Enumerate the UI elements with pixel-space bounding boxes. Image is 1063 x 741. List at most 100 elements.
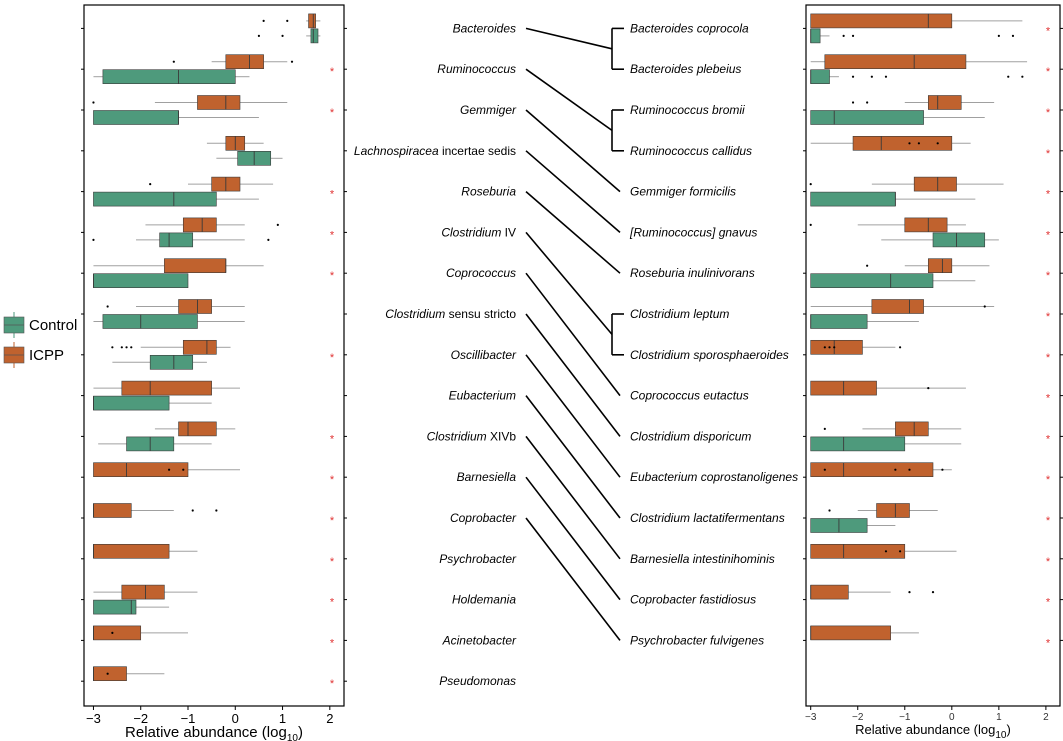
significance-star: * xyxy=(330,556,335,568)
significance-star: * xyxy=(1046,270,1051,282)
box xyxy=(810,191,896,207)
box xyxy=(308,13,316,29)
link-line xyxy=(525,68,613,132)
icpp-box xyxy=(149,176,274,192)
outlier-point xyxy=(92,101,95,104)
x-tick-label: 0 xyxy=(232,711,239,726)
significance-star: * xyxy=(1046,597,1051,609)
icpp-box xyxy=(810,339,902,355)
outlier-point xyxy=(884,75,888,78)
box-row: * xyxy=(81,666,347,690)
box-row: * xyxy=(803,54,1063,84)
control-box xyxy=(93,191,259,207)
outlier-point xyxy=(106,672,109,675)
x-tick-label: −1 xyxy=(181,711,196,726)
icpp-box xyxy=(172,54,294,70)
outlier-point xyxy=(92,238,95,241)
box xyxy=(93,503,132,518)
box xyxy=(102,314,198,329)
outlier-point xyxy=(851,101,855,104)
outlier-point xyxy=(927,387,930,390)
box xyxy=(810,13,953,29)
box xyxy=(121,380,212,396)
box xyxy=(810,543,906,559)
outlier-point xyxy=(842,34,845,38)
box-row: * xyxy=(803,503,1063,533)
outlier-point xyxy=(172,60,175,63)
genus-label: Psychrobacter xyxy=(439,552,517,566)
outlier-point xyxy=(149,183,152,186)
icpp-box xyxy=(111,339,231,355)
significance-star: * xyxy=(1046,515,1051,527)
icpp-box xyxy=(93,462,240,478)
outlier-point xyxy=(191,509,194,512)
icpp-box xyxy=(809,176,1004,192)
icpp-box xyxy=(93,258,264,274)
genus-label: Pseudomonas xyxy=(439,674,516,688)
outlier-point xyxy=(120,346,123,349)
significance-star: * xyxy=(330,189,335,201)
box-row: * xyxy=(81,543,347,568)
significance-star: * xyxy=(1046,311,1051,323)
species-label: Clostridium lactatifermentans xyxy=(630,511,785,525)
outlier-point xyxy=(130,346,133,349)
outlier-point xyxy=(833,346,836,349)
box-row: * xyxy=(803,339,1063,364)
genus-label: Acinetobacter xyxy=(442,633,517,647)
box-row: * xyxy=(803,421,1063,452)
panel-frame xyxy=(83,4,345,707)
outlier-point xyxy=(167,468,171,471)
significance-star: * xyxy=(330,270,335,282)
species-boxplot-panel: −3 −2 −1 0 1 2 Relative abundance (log10) * * * * *… xyxy=(803,4,1063,741)
outlier-point xyxy=(898,550,902,553)
box-row: * xyxy=(81,462,347,486)
box xyxy=(93,666,127,682)
control-box xyxy=(98,436,212,452)
significance-star: * xyxy=(1046,148,1051,160)
box-row: * xyxy=(81,421,347,452)
box xyxy=(225,54,264,70)
link-line xyxy=(525,517,621,641)
box xyxy=(93,625,142,641)
species-label: Ruminococcus bromii xyxy=(630,103,745,117)
outlier-point xyxy=(917,142,920,145)
genus-label: Clostridium IV xyxy=(441,225,516,239)
species-label: Roseburia inulinivorans xyxy=(630,266,755,280)
x-axis-title: Relative abundance (log10) xyxy=(125,724,303,741)
icpp-box xyxy=(823,421,962,437)
outlier-point xyxy=(866,101,869,104)
box xyxy=(93,191,217,207)
box xyxy=(871,299,924,314)
genus-label: Coprococcus xyxy=(446,266,516,280)
control-box xyxy=(810,273,976,289)
significance-star: * xyxy=(1046,393,1051,405)
box xyxy=(178,421,217,437)
box xyxy=(810,110,924,125)
outlier-point xyxy=(884,550,888,553)
species-label: Clostridium disporicum xyxy=(630,429,751,443)
icpp-box xyxy=(92,95,288,110)
genus-boxplot-panel: −3 −2 −1 0 1 2 Relative abundance (log10) * * * * *… xyxy=(81,4,347,741)
species-label: Clostridium sporosphaeroides xyxy=(630,348,789,362)
significance-star: * xyxy=(330,678,335,690)
icpp-box xyxy=(154,421,236,437)
outlier-point xyxy=(908,591,911,594)
legend-label: Control xyxy=(29,317,77,334)
outlier-point xyxy=(866,264,869,267)
x-tick-label: 2 xyxy=(326,711,333,726)
outlier-point xyxy=(851,75,855,78)
box-row: * xyxy=(803,625,1063,649)
legend-icpp: ICPP xyxy=(3,342,64,368)
significance-star: * xyxy=(1046,189,1051,201)
species-label: Barnesiella intestinihominis xyxy=(630,552,775,566)
icpp-box xyxy=(810,543,957,559)
control-box xyxy=(216,151,283,166)
box xyxy=(93,599,137,615)
outlier-point xyxy=(908,468,911,471)
icpp-box xyxy=(93,380,240,396)
genus-label: Oscillibacter xyxy=(451,348,517,362)
control-box xyxy=(93,69,250,84)
outlier-point xyxy=(983,305,986,308)
box xyxy=(178,299,212,314)
box-row: * xyxy=(81,584,347,615)
